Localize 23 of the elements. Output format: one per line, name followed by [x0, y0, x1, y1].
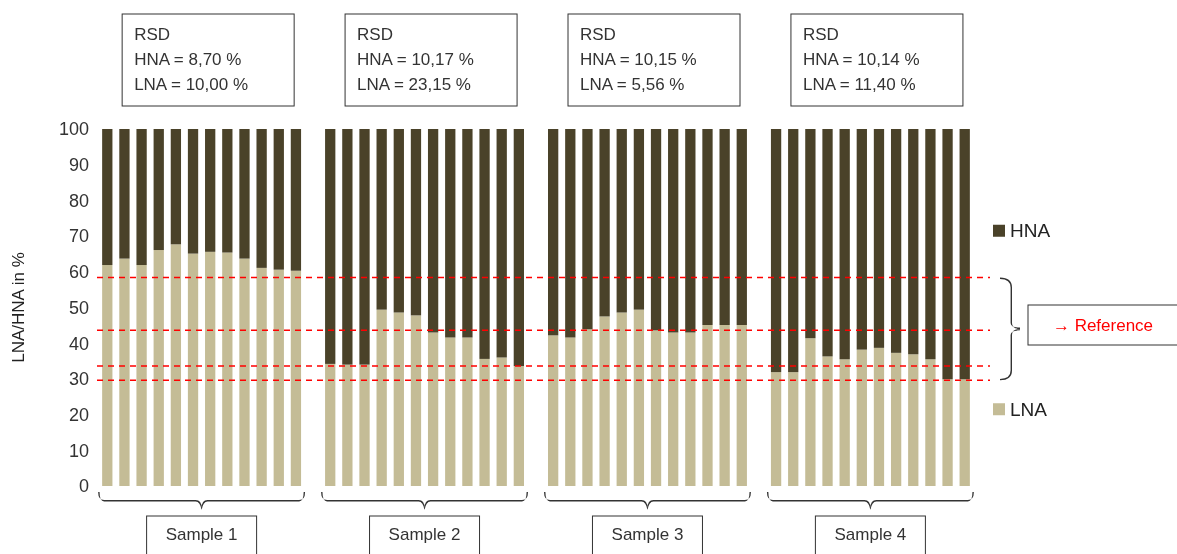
- text: Sample 1: [165, 525, 238, 544]
- text: Sample 4: [834, 525, 907, 544]
- y-tick-label: 10: [68, 440, 89, 461]
- y-tick-label: 60: [68, 262, 89, 283]
- y-tick-label: 30: [68, 369, 89, 390]
- y-tick-label: 0: [78, 476, 89, 497]
- y-tick-label: 70: [68, 226, 89, 247]
- text: RSD HNA = 10,15 % LNA = 5,56 %: [580, 25, 697, 94]
- text: RSD HNA = 8,70 % LNA = 10,00 %: [134, 25, 249, 94]
- y-tick-label: 90: [68, 155, 89, 175]
- text: Sample 2: [388, 525, 461, 544]
- text: → Reference: [1052, 315, 1154, 335]
- text: RSD HNA = 10,14 % LNA = 11,40 %: [802, 25, 920, 94]
- legend-label: LNA: [1010, 398, 1048, 420]
- text: Sample 3: [611, 525, 684, 544]
- legend-label: HNA: [1010, 220, 1051, 242]
- text: RSD HNA = 10,17 % LNA = 23,15 %: [357, 25, 474, 94]
- y-tick-label: 40: [68, 333, 89, 354]
- y-tick-label: 20: [68, 404, 89, 425]
- y-tick-label: 100: [58, 119, 89, 140]
- y-tick-label: 80: [68, 190, 89, 211]
- y-tick-label: 50: [68, 297, 89, 318]
- y-axis-title: LNA/HNA in %: [9, 252, 28, 363]
